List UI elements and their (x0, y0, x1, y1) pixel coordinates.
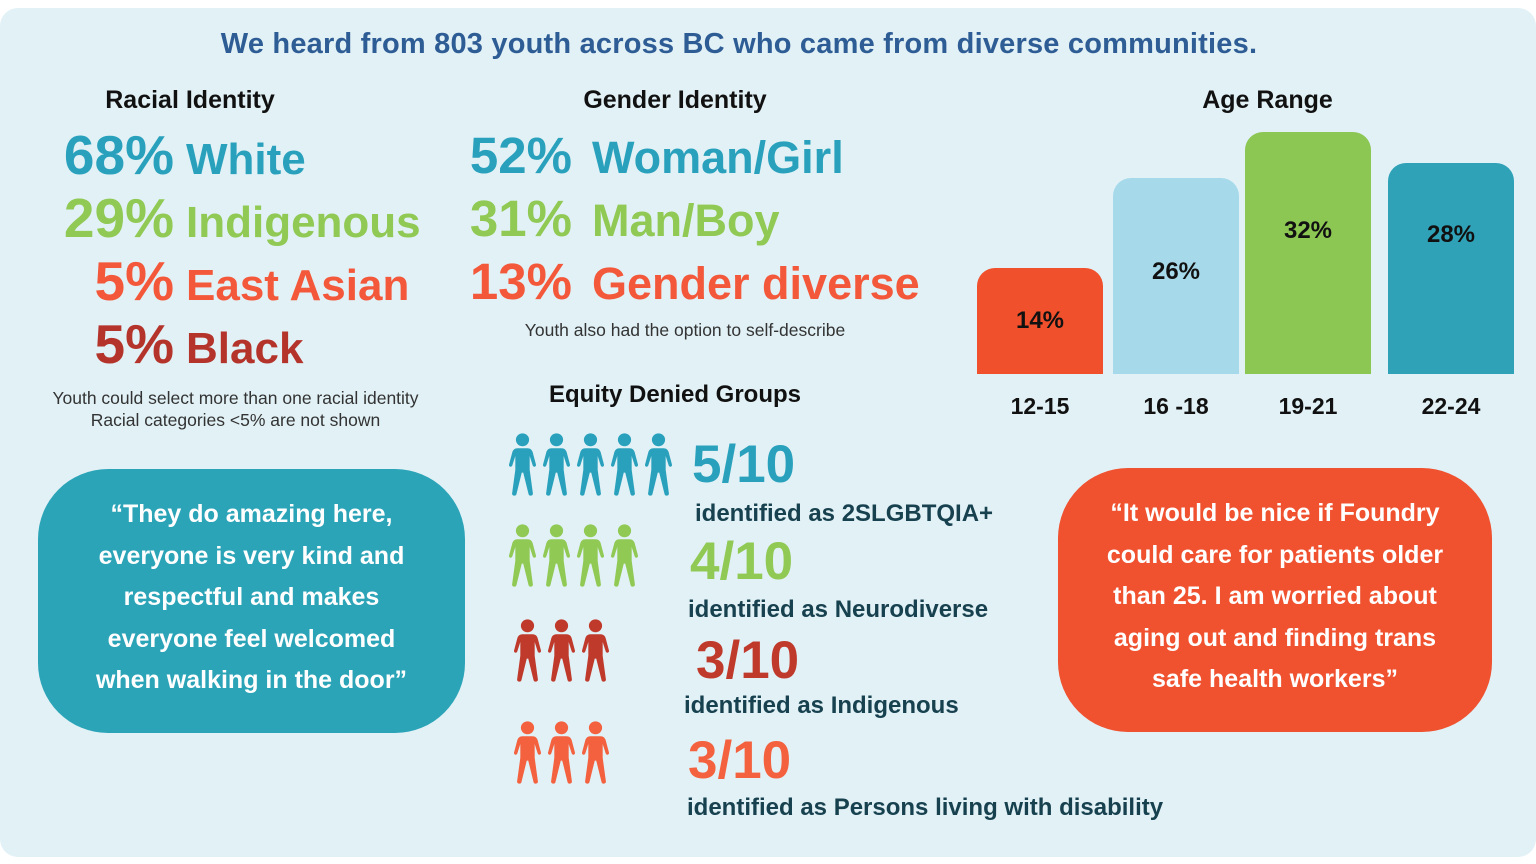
gender-stat-woman-girl: 52% Woman/Girl (452, 124, 952, 187)
person-icon (576, 433, 605, 496)
gender-stat-gender-diverse: 13% Gender diverse (452, 250, 952, 313)
quote-right-line-5: safe health workers” (1152, 665, 1398, 693)
person-icon (581, 619, 610, 682)
bar-22-24: 28% (1388, 163, 1514, 374)
bar-12-15: 14% (977, 268, 1103, 374)
gender-stat-pct: 52% (469, 127, 572, 184)
racial-stat-black: 5% Black (24, 313, 464, 376)
age-range-heading: Age Range (1202, 86, 1333, 114)
gender-identity-stats: 52% Woman/Girl 31% Man/Boy 13% Gender di… (452, 124, 952, 313)
racial-stat-label: East Asian (186, 261, 410, 310)
racial-stat-label: White (186, 135, 306, 184)
quote-left-line-2: everyone is very kind and (98, 541, 405, 570)
racial-stat-indigenous: 29% Indigenous (24, 187, 464, 250)
person-icons-row-2slgbtqia (506, 433, 675, 497)
equity-fraction-indigenous: 3/10 (696, 631, 800, 690)
quote-left-line-1: “They do amazing here, (110, 500, 393, 528)
gender-stat-man-boy: 31% Man/Boy (452, 187, 952, 250)
quote-right-line-2: could care for patients older (1106, 540, 1444, 569)
x-axis-label-16-18: 16 -18 (1143, 393, 1209, 419)
racial-note-line-2: Racial categories <5% are not shown (90, 409, 381, 430)
equity-denied-groups-heading: Equity Denied Groups (548, 381, 802, 408)
gender-stat-pct: 31% (469, 190, 572, 247)
equity-fraction-2slgbtqia: 5/10 (692, 435, 796, 494)
equity-label-indigenous: identified as Indigenous (684, 692, 959, 719)
racial-stat-label: Black (186, 324, 304, 373)
racial-identity-heading: Racial Identity (105, 86, 275, 114)
person-icons-row-indigenous (511, 619, 612, 683)
bar-slot-12-15: 14% (977, 110, 1103, 374)
bar-value-label: 14% (1015, 307, 1065, 334)
person-icon (644, 433, 673, 496)
equity-label-disability: identified as Persons living with disabi… (687, 794, 1164, 821)
racial-stat-pct: 29% (63, 187, 174, 249)
racial-identity-note: Youth could select more than one racial … (8, 388, 463, 431)
quote-left-line-3: respectful and makes (123, 583, 380, 611)
racial-stat-pct: 68% (63, 124, 174, 186)
racial-stat-east-asian: 5% East Asian (24, 250, 464, 313)
gender-stat-label: Woman/Girl (592, 132, 844, 183)
bar-slot-16-18: 26% (1113, 110, 1239, 374)
x-axis-label-22-24: 22-24 (1421, 393, 1481, 419)
gender-stat-label: Gender diverse (592, 258, 920, 309)
person-icon (542, 524, 571, 587)
person-icon (513, 619, 542, 682)
equity-label-2slgbtqia: identified as 2SLGBTQIA+ (695, 500, 994, 527)
x-axis-label-12-15: 12-15 (1010, 393, 1070, 419)
quote-left-line-4: everyone feel welcomed (107, 624, 396, 653)
person-icon (576, 524, 605, 587)
person-icon (547, 721, 576, 784)
person-icon (542, 433, 571, 496)
person-icons-row-neurodiverse (506, 524, 641, 588)
bar-slot-22-24: 28% (1388, 110, 1514, 374)
gender-identity-note: Youth also had the option to self-descri… (524, 320, 846, 340)
racial-stat-pct: 5% (94, 313, 175, 375)
person-icon (581, 721, 610, 784)
racial-stat-white: 68% White (24, 124, 464, 187)
gender-stat-label: Man/Boy (592, 195, 780, 246)
bar-19-21: 32% (1245, 132, 1371, 374)
quote-right-line-1: “It would be nice if Foundry (1110, 499, 1440, 527)
quote-left-line-5: when walking in the door” (95, 666, 408, 694)
person-icon (610, 524, 639, 587)
racial-identity-stats: 68% White 29% Indigenous 5% East Asian 5… (24, 124, 464, 376)
bar-16-18: 26% (1113, 178, 1239, 374)
equity-fraction-disability: 3/10 (688, 731, 792, 790)
person-icon (508, 433, 537, 496)
quote-right-line-4: aging out and finding trans (1113, 623, 1437, 652)
quote-bubble-right: “It would be nice if Foundry could care … (1058, 468, 1492, 732)
racial-note-line-1: Youth could select more than one racial … (52, 388, 419, 408)
racial-stat-pct: 5% (94, 250, 175, 312)
gender-stat-pct: 13% (469, 253, 572, 310)
gender-identity-heading: Gender Identity (583, 86, 767, 114)
racial-stat-label: Indigenous (186, 198, 421, 247)
person-icon (513, 721, 542, 784)
quote-right-line-3: than 25. I am worried about (1113, 582, 1437, 610)
person-icon (610, 433, 639, 496)
bar-value-label: 28% (1426, 221, 1476, 248)
bar-slot-19-21: 32% (1245, 110, 1371, 374)
person-icons-row-disability (511, 721, 612, 785)
quote-bubble-left: “They do amazing here, everyone is very … (38, 469, 465, 733)
bar-value-label: 26% (1151, 258, 1201, 285)
equity-label-neurodiverse: identified as Neurodiverse (688, 596, 989, 623)
age-range-bar-chart: 14% 26% 32% 28% 12-15 16 -18 19-21 22-24 (965, 110, 1527, 430)
equity-fraction-neurodiverse: 4/10 (690, 532, 794, 591)
page-title: We heard from 803 youth across BC who ca… (220, 28, 1258, 60)
person-icon (547, 619, 576, 682)
bar-value-label: 32% (1283, 217, 1333, 244)
person-icon (508, 524, 537, 587)
x-axis-label-19-21: 19-21 (1278, 393, 1338, 419)
